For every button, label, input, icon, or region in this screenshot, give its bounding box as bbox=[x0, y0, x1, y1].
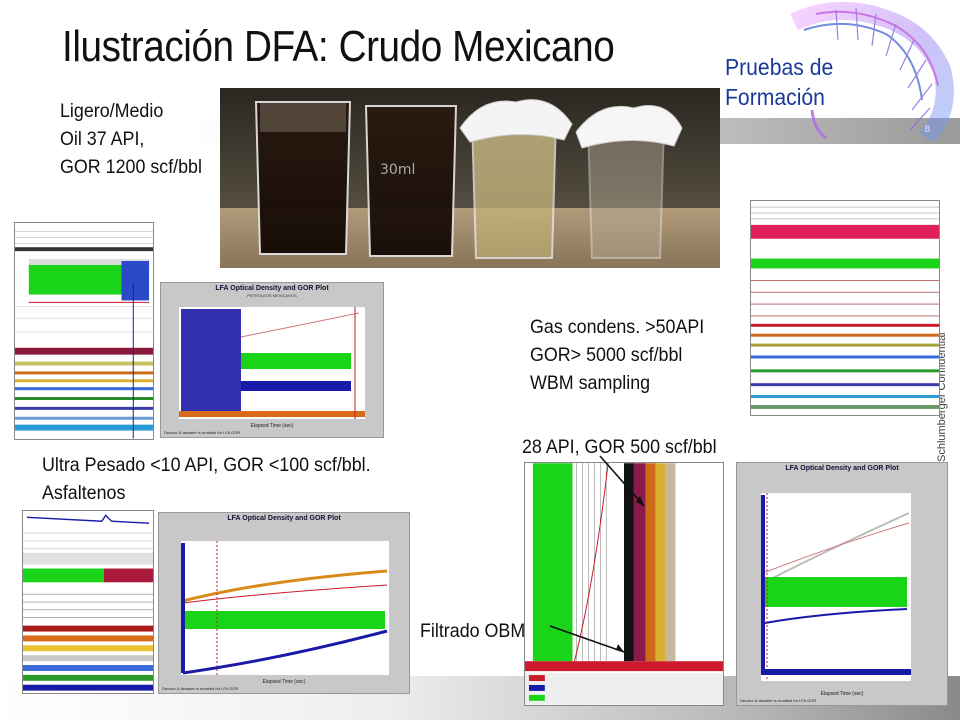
plot-b-footer: Decolor & dewater is enabled for LFA GOR bbox=[162, 686, 239, 691]
plot-c-xlabel: Elapsed Time (sec) bbox=[820, 691, 864, 697]
logo-line-2: Formación bbox=[725, 84, 825, 110]
heavy-line-2: Asfaltenos bbox=[42, 483, 126, 504]
plot-b-area bbox=[181, 541, 389, 675]
plot-a-xlabel: Elapsed Time (sec) bbox=[250, 423, 294, 429]
light-oil-line-1: Ligero/Medio bbox=[60, 101, 164, 122]
gas-line-1: Gas condens. >50API bbox=[530, 317, 705, 338]
annotation-arrows bbox=[549, 455, 645, 653]
plot-c-area bbox=[761, 493, 911, 681]
light-oil-line-3: GOR 1200 scf/bbl bbox=[60, 157, 202, 178]
medium-oil-label: 28 API, GOR 500 scf/bbl bbox=[522, 437, 717, 458]
arrow-medium-oil bbox=[599, 455, 645, 507]
logo-line-1: Pruebas de bbox=[725, 54, 834, 80]
beaker-label: 30ml bbox=[380, 162, 415, 178]
gas-condensate-label: Gas condens. >50API GOR> 5000 scf/bbl WB… bbox=[530, 314, 704, 398]
heavy-line-1: Ultra Pesado <10 API, GOR <100 scf/bbl. bbox=[42, 455, 371, 476]
gas-line-2: GOR> 5000 scf/bbl bbox=[530, 345, 683, 366]
plot-c-title: LFA Optical Density and GOR Plot bbox=[785, 465, 899, 472]
log-strip-light-oil bbox=[14, 222, 154, 440]
light-oil-line-2: Oil 37 API, bbox=[60, 129, 145, 150]
crude-oil-beakers-photo: 30ml bbox=[220, 88, 720, 268]
lfa-plot-medium-oil: LFA Optical Density and GOR Plot Elapsed… bbox=[736, 462, 948, 706]
plot-a-title: LFA Optical Density and GOR Plot bbox=[215, 285, 329, 292]
plot-a-footer: Decolor & dewater is enabled for LFA GOR bbox=[164, 430, 241, 435]
plot-a-subtitle: PETROLEOS MEXICANOS bbox=[247, 293, 297, 298]
log-strip-heavy-oil bbox=[22, 510, 154, 694]
heavy-oil-label: Ultra Pesado <10 API, GOR <100 scf/bbl. … bbox=[42, 452, 371, 508]
lfa-plot-light-oil: LFA Optical Density and GOR Plot PETROLE… bbox=[160, 282, 384, 438]
gas-line-3: WBM sampling bbox=[530, 373, 651, 394]
logo-text: Pruebas de Formación bbox=[725, 52, 833, 112]
plot-b-title: LFA Optical Density and GOR Plot bbox=[227, 515, 341, 522]
plot-a-area bbox=[179, 307, 365, 419]
pruebas-logo-graphic bbox=[790, 1, 954, 140]
slide-title: Ilustración DFA: Crudo Mexicano bbox=[62, 22, 615, 71]
light-oil-label: Ligero/Medio Oil 37 API, GOR 1200 scf/bb… bbox=[60, 98, 202, 182]
lfa-plot-heavy-oil: LFA Optical Density and GOR Plot Elapsed… bbox=[158, 512, 410, 694]
filtrate-label: Filtrado OBM bbox=[420, 621, 526, 642]
arrow-filtrate bbox=[549, 625, 625, 653]
log-strip-medium-oil bbox=[524, 462, 724, 706]
log-strip-gas-condensate bbox=[750, 200, 940, 416]
plot-c-footer: Decolor & dewater is enabled for LFA GOR bbox=[740, 698, 817, 703]
plot-b-xlabel: Elapsed Time (sec) bbox=[262, 679, 306, 685]
